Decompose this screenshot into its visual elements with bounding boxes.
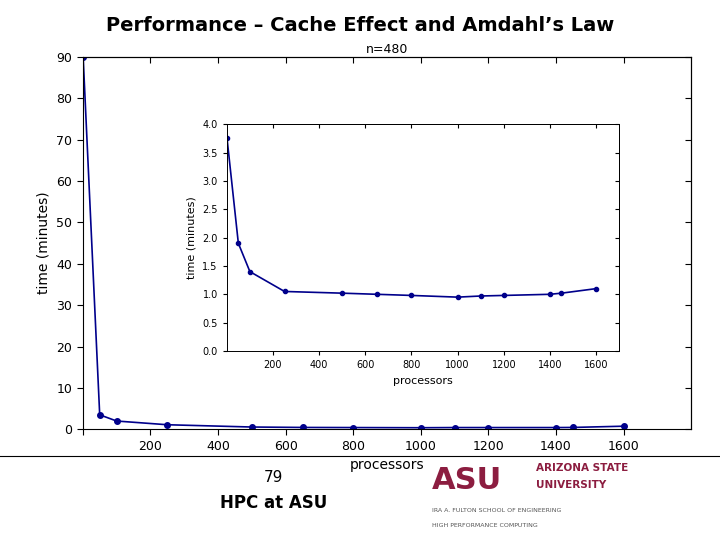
Text: ARIZONA STATE: ARIZONA STATE <box>536 463 629 473</box>
X-axis label: processors: processors <box>393 376 453 386</box>
Text: HPC at ASU: HPC at ASU <box>220 494 327 512</box>
Text: IRA A. FULTON SCHOOL OF ENGINEERING: IRA A. FULTON SCHOOL OF ENGINEERING <box>432 508 562 513</box>
Y-axis label: time (minutes): time (minutes) <box>186 196 197 279</box>
Text: 79: 79 <box>264 470 283 485</box>
Text: UNIVERSITY: UNIVERSITY <box>536 481 606 490</box>
Text: HIGH PERFORMANCE COMPUTING: HIGH PERFORMANCE COMPUTING <box>432 523 538 528</box>
X-axis label: processors: processors <box>350 458 424 472</box>
Text: Performance – Cache Effect and Amdahl’s Law: Performance – Cache Effect and Amdahl’s … <box>106 16 614 35</box>
Y-axis label: time (minutes): time (minutes) <box>37 192 51 294</box>
Title: n=480: n=480 <box>366 43 408 56</box>
Text: ASU: ASU <box>432 465 503 495</box>
